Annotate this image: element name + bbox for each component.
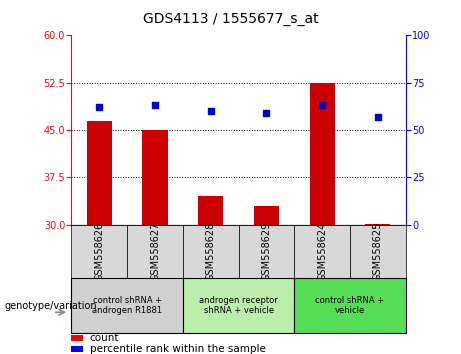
Bar bbox=[183, 225, 238, 278]
Text: control shRNA +
vehicle: control shRNA + vehicle bbox=[315, 296, 384, 315]
Text: percentile rank within the sample: percentile rank within the sample bbox=[90, 344, 266, 354]
Bar bbox=[71, 335, 83, 341]
Text: GSM558628: GSM558628 bbox=[206, 222, 216, 281]
Bar bbox=[71, 225, 127, 278]
Point bbox=[319, 103, 326, 108]
Text: GSM558627: GSM558627 bbox=[150, 222, 160, 281]
Bar bbox=[198, 196, 223, 225]
Bar bbox=[71, 346, 83, 352]
Bar bbox=[310, 83, 335, 225]
Bar bbox=[350, 225, 406, 278]
Point bbox=[207, 108, 214, 114]
Bar bbox=[142, 130, 167, 225]
Point bbox=[95, 104, 103, 110]
Text: GSM558629: GSM558629 bbox=[261, 222, 272, 281]
Text: control shRNA +
androgen R1881: control shRNA + androgen R1881 bbox=[92, 296, 162, 315]
Bar bbox=[294, 278, 406, 333]
Text: genotype/variation: genotype/variation bbox=[5, 301, 97, 311]
Bar bbox=[183, 278, 294, 333]
Bar bbox=[71, 278, 183, 333]
Bar bbox=[127, 225, 183, 278]
Bar bbox=[238, 225, 294, 278]
Text: count: count bbox=[90, 333, 119, 343]
Bar bbox=[294, 225, 350, 278]
Text: GSM558625: GSM558625 bbox=[373, 222, 383, 281]
Point bbox=[263, 110, 270, 116]
Text: GSM558626: GSM558626 bbox=[95, 222, 104, 281]
Text: GDS4113 / 1555677_s_at: GDS4113 / 1555677_s_at bbox=[143, 12, 318, 27]
Text: GSM558624: GSM558624 bbox=[317, 222, 327, 281]
Bar bbox=[254, 206, 279, 225]
Point bbox=[151, 103, 159, 108]
Text: androgen receptor
shRNA + vehicle: androgen receptor shRNA + vehicle bbox=[199, 296, 278, 315]
Bar bbox=[365, 223, 390, 225]
Bar bbox=[87, 121, 112, 225]
Point bbox=[374, 114, 382, 120]
